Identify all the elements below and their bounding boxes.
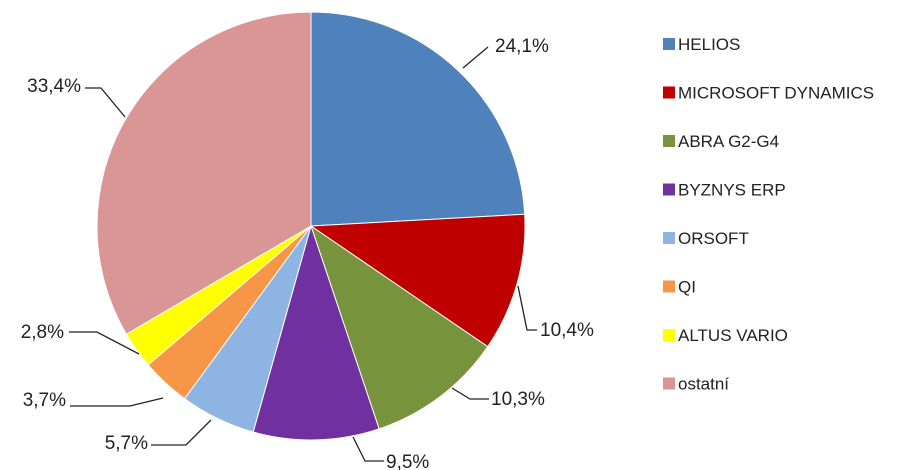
legend-label: ostatní [678, 375, 729, 394]
leader-line [70, 397, 164, 407]
leader-line [151, 419, 212, 446]
legend-label: QI [678, 278, 696, 297]
legend-swatch [663, 232, 675, 244]
leader-line [517, 285, 537, 331]
legend-label: ABRA G2-G4 [678, 132, 779, 151]
legend-label: ALTUS VARIO [678, 326, 788, 345]
leader-lines [69, 46, 537, 462]
leader-line [462, 46, 489, 69]
data-label: 33,4% [27, 76, 81, 97]
legend-swatch [663, 135, 675, 147]
legend-swatch [663, 329, 675, 341]
legend-swatch [663, 38, 675, 50]
legend-label: HELIOS [678, 35, 740, 54]
data-label: 10,3% [491, 389, 545, 410]
legend: HELIOS MICROSOFT DYNAMICS ABRA G2-G4 BYZNYS… [663, 35, 874, 394]
pie-slice-microsoft-dynamics [309, 213, 526, 348]
leader-line [352, 436, 384, 462]
data-label: 5,7% [105, 433, 148, 454]
legend-label: MICROSOFT DYNAMICS [678, 84, 874, 103]
legend-label: BYZNYS ERP [678, 181, 786, 200]
legend-swatch [663, 280, 675, 293]
leader-line [451, 387, 489, 400]
data-labels: 24,1% 10,4% 10,3% 9,5% 5,7% 3,7% 2,8% 33,4% [21, 36, 594, 470]
legend-swatch [663, 183, 675, 196]
legend-swatch [663, 86, 675, 99]
pie-slice-ostatn- [96, 11, 312, 335]
data-label: 3,7% [23, 390, 66, 411]
pie-slices [96, 11, 526, 441]
legend-label: ORSOFT [678, 229, 749, 248]
leader-line [69, 331, 140, 355]
data-label: 10,4% [540, 320, 594, 341]
pie-slice-byznys-erp [252, 224, 380, 441]
data-label: 9,5% [386, 452, 429, 470]
legend-swatch [663, 377, 675, 390]
leader-line [85, 87, 126, 118]
data-label: 2,8% [21, 322, 64, 343]
pie-slice-helios [310, 11, 526, 227]
pie-slice-abra-g2-g4 [310, 224, 489, 430]
data-label: 24,1% [495, 36, 549, 57]
